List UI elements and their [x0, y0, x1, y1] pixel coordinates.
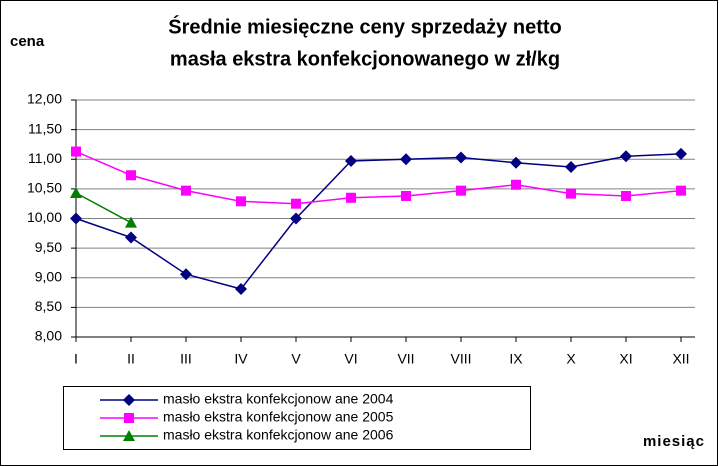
legend-label: masło ekstra konfekcjonow ane 2005 — [163, 409, 394, 425]
y-tick-label: 11,00 — [28, 150, 62, 166]
point — [291, 198, 301, 209]
point — [675, 147, 687, 160]
point — [621, 190, 631, 201]
y-tick-label: 9,50 — [35, 239, 62, 255]
y-tick-label: 8,50 — [35, 298, 62, 314]
y-tick-label: 9,00 — [35, 268, 62, 284]
x-axis-label: miesiąc — [643, 433, 705, 450]
x-tick-label: II — [127, 351, 135, 367]
series-line — [75, 192, 132, 224]
point — [565, 160, 577, 173]
point — [456, 185, 466, 196]
point — [71, 146, 81, 157]
legend-label: masło ekstra konfekcjonow ane 2006 — [163, 427, 394, 443]
point — [566, 188, 576, 199]
series-line — [75, 150, 682, 205]
point — [236, 196, 246, 207]
x-tick-label: I — [74, 351, 78, 367]
x-tick-label: VI — [344, 351, 357, 367]
point — [70, 212, 82, 225]
y-tick-label: 12,00 — [27, 91, 62, 107]
point — [126, 170, 136, 181]
point — [511, 179, 521, 190]
x-tick-label: IV — [234, 351, 248, 367]
chart-title: masła ekstra konfekcjonowanego w zł/kg — [170, 48, 560, 70]
point — [401, 190, 411, 201]
point — [124, 413, 134, 423]
point — [346, 192, 356, 203]
point — [620, 150, 632, 163]
point — [455, 151, 467, 164]
point — [235, 283, 247, 296]
point — [181, 185, 191, 196]
y-axis-label: cena — [10, 33, 45, 50]
legend-label: masło ekstra konfekcjonow ane 2004 — [163, 391, 394, 407]
point — [123, 430, 135, 441]
series-line — [75, 153, 682, 290]
y-tick-label: 10,50 — [27, 180, 62, 196]
x-tick-label: V — [291, 351, 301, 367]
point — [290, 212, 302, 225]
y-tick-label: 8,00 — [35, 328, 62, 344]
y-tick-label: 11,50 — [28, 120, 62, 136]
x-tick-label: VII — [397, 351, 414, 367]
point — [125, 216, 137, 228]
x-tick-label: XI — [619, 351, 632, 367]
x-tick-label: VIII — [450, 351, 471, 367]
x-tick-label: III — [180, 351, 192, 367]
point — [123, 394, 135, 406]
point — [400, 153, 412, 166]
chart-title: Średnie miesięczne ceny sprzedaży netto — [168, 14, 562, 38]
x-tick-label: XII — [672, 351, 689, 367]
point — [125, 231, 137, 244]
point — [345, 155, 357, 168]
point — [180, 268, 192, 281]
point — [510, 156, 522, 169]
y-tick-label: 10,00 — [27, 209, 62, 225]
x-tick-label: IX — [509, 351, 523, 367]
point — [676, 185, 686, 196]
point — [70, 187, 82, 199]
x-tick-label: X — [566, 351, 576, 367]
